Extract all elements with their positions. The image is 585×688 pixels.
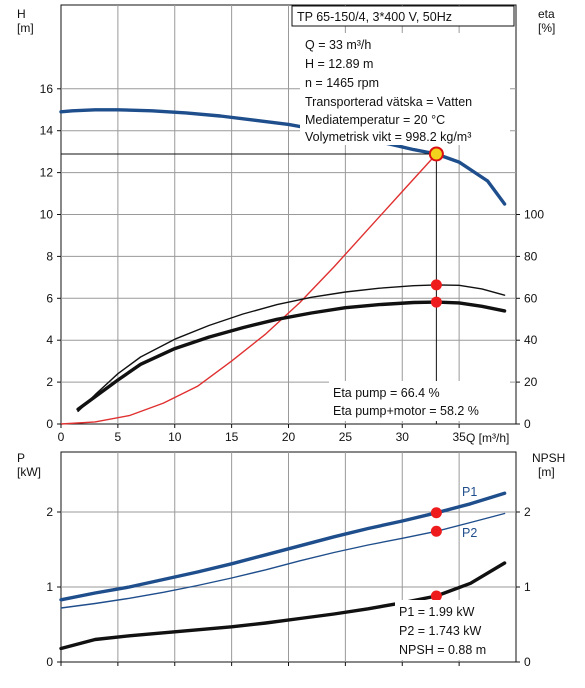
info-line-density: Volymetrisk vikt = 998.2 kg/m³ bbox=[305, 130, 471, 144]
power-info: P1 = 1.99 kW P2 = 1.743 kW NPSH = 0.88 m bbox=[395, 600, 510, 660]
head-panel-grid bbox=[61, 5, 516, 424]
x-tick-label-2: 10 bbox=[168, 430, 182, 444]
power-axis-unit: [kW] bbox=[17, 465, 41, 479]
right-tick-label-0: 0 bbox=[524, 417, 531, 431]
efficiency-info: Eta pump = 66.4 % Eta pump+motor = 58.2 … bbox=[329, 381, 510, 421]
p2-value-text: P2 = 1.743 kW bbox=[399, 624, 482, 638]
info-line-head: H = 12.89 m bbox=[305, 57, 373, 71]
marker-duty-point bbox=[428, 146, 444, 162]
x-tick-label-7: 35 bbox=[452, 430, 466, 444]
marker-p2 bbox=[430, 525, 442, 537]
series-curve-1 bbox=[60, 512, 506, 609]
power-axis-label: P bbox=[17, 451, 25, 465]
eta-axis-label: eta bbox=[538, 7, 555, 21]
left-tick-label-3: 6 bbox=[46, 291, 53, 305]
series-curve-2 bbox=[59, 561, 507, 651]
npsh-value-text: NPSH = 0.88 m bbox=[399, 643, 486, 657]
series-curve-0 bbox=[59, 491, 507, 602]
right-tick-label-3: 60 bbox=[524, 291, 538, 305]
info-background bbox=[300, 33, 510, 145]
series-curve-0 bbox=[59, 108, 507, 206]
x-tick-label-5: 25 bbox=[339, 430, 353, 444]
info-line-temperature: Mediatemperatur = 20 °C bbox=[305, 113, 445, 127]
x-tick-label-4: 20 bbox=[282, 430, 296, 444]
left-tick-label-5: 10 bbox=[40, 208, 54, 222]
head-panel-ticks: 0 2 4 6 8 10 12 14 16 0 20 40 60 80 100 0 5 10 15 20 25 30 35 bbox=[40, 82, 545, 444]
npsh-axis-unit: [m] bbox=[538, 465, 555, 479]
eta-pump-motor-text: Eta pump+motor = 58.2 % bbox=[333, 404, 479, 418]
right-tick-label-1: 1 bbox=[524, 580, 531, 594]
info-line-liquid: Transporterad vätska = Vatten bbox=[305, 95, 472, 109]
left-tick-label-0: 0 bbox=[46, 417, 53, 431]
left-tick-label-4: 8 bbox=[46, 249, 53, 263]
right-tick-label-1: 20 bbox=[524, 375, 538, 389]
series-label-p2: P2 bbox=[462, 526, 477, 540]
series-curve-1 bbox=[60, 153, 438, 425]
x-tick-label-0: 0 bbox=[58, 430, 65, 444]
left-tick-label-6: 12 bbox=[40, 166, 54, 180]
p1-value-text: P1 = 1.99 kW bbox=[399, 605, 475, 619]
power-info-background bbox=[395, 600, 510, 660]
head-axis-unit: [m] bbox=[17, 21, 34, 35]
operating-point-info: Q = 33 m³/h H = 12.89 m n = 1465 rpm Tra… bbox=[300, 33, 510, 145]
eta-axis-unit: [%] bbox=[538, 21, 555, 35]
left-tick-label-0: 0 bbox=[46, 655, 53, 669]
marker-npsh bbox=[430, 590, 442, 602]
x-tick-label-1: 5 bbox=[115, 430, 122, 444]
flow-axis-label: Q [m³/h] bbox=[466, 431, 509, 445]
npsh-axis-label: NPSH bbox=[532, 451, 565, 465]
left-tick-label-7: 14 bbox=[40, 124, 54, 138]
power-panel-ticks: 0 1 2 0 1 2 bbox=[46, 505, 531, 669]
info-line-speed: n = 1465 rpm bbox=[305, 76, 379, 90]
right-tick-label-5: 100 bbox=[524, 208, 544, 222]
series-curve-3 bbox=[76, 300, 507, 411]
left-tick-label-1: 2 bbox=[46, 375, 53, 389]
title-box bbox=[291, 5, 515, 27]
series-label-p1: P1 bbox=[462, 485, 477, 499]
marker-p1 bbox=[430, 507, 442, 519]
head-panel-series bbox=[59, 108, 507, 425]
eta-pump-text: Eta pump = 66.4 % bbox=[333, 386, 440, 400]
power-panel-series bbox=[59, 491, 507, 651]
right-tick-label-2: 40 bbox=[524, 333, 538, 347]
left-tick-label-1: 1 bbox=[46, 580, 53, 594]
chart-title: TP 65-150/4, 3*400 V, 50Hz bbox=[297, 10, 452, 24]
right-tick-label-2: 2 bbox=[524, 505, 531, 519]
left-tick-label-8: 16 bbox=[40, 82, 54, 96]
x-tick-label-3: 15 bbox=[225, 430, 239, 444]
right-tick-label-4: 80 bbox=[524, 249, 538, 263]
x-tick-label-6: 30 bbox=[396, 430, 410, 444]
right-tick-label-0: 0 bbox=[524, 655, 531, 669]
head-axis-label: H bbox=[17, 7, 26, 21]
series-curve-2 bbox=[77, 284, 506, 413]
eta-info-background bbox=[329, 381, 510, 421]
marker-eta-pump-motor bbox=[430, 296, 442, 308]
marker-eta-pump bbox=[430, 279, 442, 291]
info-line-flow: Q = 33 m³/h bbox=[305, 38, 371, 52]
left-tick-label-2: 4 bbox=[46, 333, 53, 347]
left-tick-label-2: 2 bbox=[46, 505, 53, 519]
